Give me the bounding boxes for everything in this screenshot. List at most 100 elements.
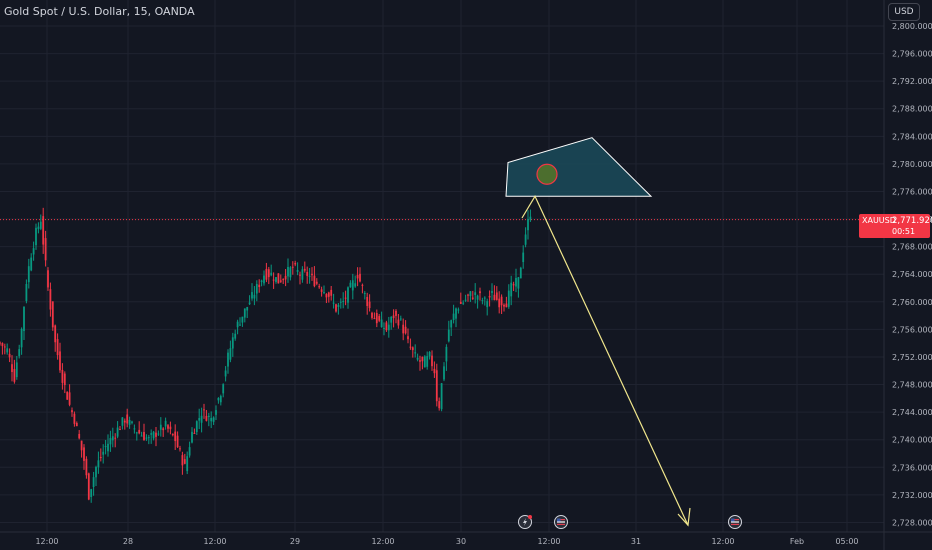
candle-body <box>205 415 208 421</box>
candle-body <box>428 351 431 357</box>
candle-body <box>491 291 493 293</box>
price-tick-label: 2,796.000 <box>892 50 932 59</box>
candle-body <box>457 309 460 311</box>
candle-body <box>392 315 395 319</box>
candle-body <box>133 428 136 430</box>
price-tag-symbol: XAUUSD <box>862 216 896 225</box>
candle-body <box>464 299 467 301</box>
candle-body <box>476 295 479 300</box>
candle-body <box>1 343 4 347</box>
candle-body <box>47 270 49 288</box>
candle-body <box>253 294 256 299</box>
price-tick-label: 2,788.000 <box>892 105 932 114</box>
candle-body <box>332 302 335 304</box>
price-tick-label: 2,740.000 <box>892 436 932 445</box>
price-tick-label: 2,736.000 <box>892 463 932 472</box>
price-tick-label: 2,780.000 <box>892 160 932 169</box>
candle-body <box>359 273 361 282</box>
price-tick-label: 2,728.000 <box>892 518 932 527</box>
candle-body <box>495 292 498 300</box>
candle-body <box>474 292 477 295</box>
candle-body <box>73 413 76 424</box>
candle-body <box>97 460 100 468</box>
candle-body <box>68 392 71 405</box>
candle-body <box>349 282 352 288</box>
candle-body <box>99 456 102 458</box>
candle-body <box>368 301 371 309</box>
candle-body <box>342 300 345 302</box>
candle-body <box>339 301 342 303</box>
candle-body <box>445 346 448 362</box>
candle-body <box>435 370 438 402</box>
candle-body <box>498 298 501 308</box>
candle-body <box>35 227 37 246</box>
candle-body <box>27 266 30 283</box>
lightning-icon[interactable] <box>518 515 533 529</box>
candle-body <box>179 448 181 450</box>
candle-body <box>510 282 513 297</box>
price-tick-label: 2,768.000 <box>892 243 932 252</box>
candle-body <box>140 435 143 437</box>
candle-body <box>222 384 225 394</box>
us-flag-icon[interactable] <box>554 515 568 529</box>
currency-badge[interactable]: USD <box>888 3 920 21</box>
candle-body <box>37 226 40 230</box>
candle-body <box>39 221 42 229</box>
candle-body <box>481 299 484 301</box>
candle-body <box>18 349 21 357</box>
candle-body <box>471 297 474 299</box>
candle-body <box>157 433 160 435</box>
candle-body <box>524 234 527 245</box>
candle-body <box>366 296 369 306</box>
candle-body <box>306 271 309 276</box>
candle-body <box>239 324 241 326</box>
candle-body <box>135 432 138 434</box>
price-tick-label: 2,760.000 <box>892 298 932 307</box>
candle-body <box>325 294 328 298</box>
candle-body <box>107 443 109 452</box>
candle-body <box>111 436 114 441</box>
candle-body <box>440 383 443 410</box>
candle-body <box>347 287 349 303</box>
candle-body <box>104 446 107 448</box>
candle-body <box>431 355 433 367</box>
candle-body <box>174 431 177 442</box>
candle-body <box>56 339 59 356</box>
time-axis-label: 12:00 <box>35 537 58 546</box>
candle-body <box>296 270 299 272</box>
candle-body <box>493 294 496 301</box>
candle-body <box>500 296 503 306</box>
candle-body <box>114 437 117 439</box>
candle-body <box>30 257 33 271</box>
candle-body <box>126 414 129 424</box>
price-tick-label: 2,748.000 <box>892 381 932 390</box>
candle-body <box>385 322 388 331</box>
candle-body <box>251 292 253 299</box>
candle-body <box>186 456 189 472</box>
candle-body <box>200 415 203 423</box>
candle-body <box>147 437 150 439</box>
candle-body <box>450 320 453 328</box>
candle-body <box>92 477 95 488</box>
candle-body <box>462 302 465 304</box>
candle-body <box>116 427 119 437</box>
candle-body <box>181 455 184 466</box>
time-axis-label: 05:00 <box>835 537 858 546</box>
candle-body <box>380 319 383 328</box>
candle-body <box>527 219 529 231</box>
candle-body <box>311 273 313 276</box>
candle-body <box>49 289 52 310</box>
candle-body <box>467 294 469 296</box>
candle-body <box>212 417 215 422</box>
candle-body <box>23 306 25 332</box>
candle-body <box>263 275 265 284</box>
candle-body <box>390 316 393 323</box>
candle-body <box>145 437 148 439</box>
candle-body <box>483 297 486 299</box>
candle-body <box>246 307 249 311</box>
candle-body <box>234 333 237 339</box>
candle-body <box>529 216 532 220</box>
candle-body <box>44 238 47 261</box>
us-flag-icon[interactable] <box>728 515 742 529</box>
